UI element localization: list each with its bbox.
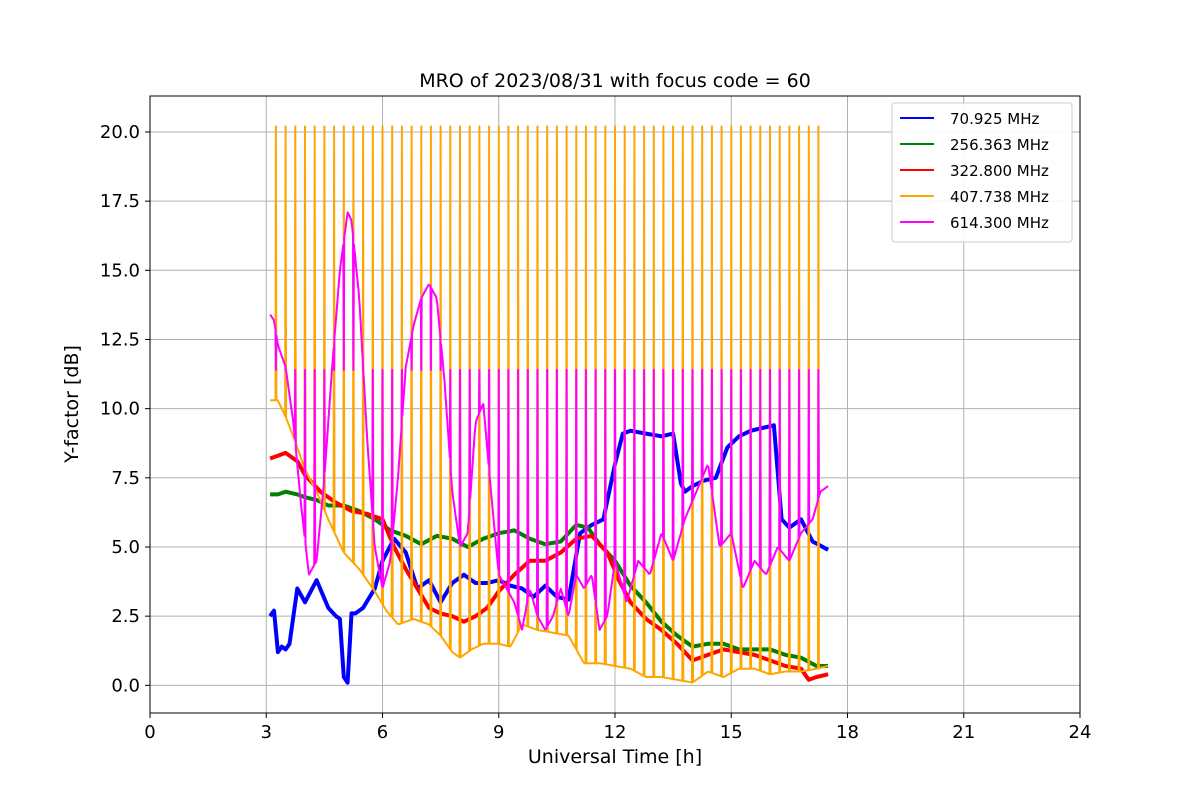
x-tick-label: 15 [720,722,743,743]
legend-label: 407.738 MHz [950,188,1049,206]
series-line-4 [270,125,829,684]
legend: 70.925 MHz 256.363 MHz 322.800 MHz 407.738 … [891,102,1073,243]
x-tick-label: 24 [1069,722,1092,743]
legend-box [891,102,1073,243]
y-axis-label: Y-factor [dB] [61,345,83,464]
chart-title: MRO of 2023/08/31 with focus code = 60 [419,70,811,92]
plot-lines [268,125,830,685]
x-tick-label: 12 [604,722,627,743]
legend-label: 70.925 MHz [950,110,1039,128]
y-tick-label: 10.0 [100,399,140,420]
y-tick-label: 17.5 [100,191,140,212]
legend-label: 614.300 MHz [950,214,1049,232]
y-tick-label: 20.0 [100,122,140,143]
y-tick-label: 15.0 [100,260,140,281]
y-tick-label: 2.5 [111,606,140,627]
axis-ticks: 0 3 6 9 12 15 18 21 24 0.0 2.5 5.0 7.5 10.0 12.5 15.0 17… [100,122,1092,743]
y-tick-label: 12.5 [100,329,140,350]
y-tick-label: 7.5 [111,468,140,489]
series-line-3 [269,450,829,682]
legend-label: 256.363 MHz [950,136,1049,154]
x-tick-label: 9 [493,722,504,743]
x-tick-label: 21 [952,722,975,743]
y-tick-label: 0.0 [111,675,140,696]
series-line-5 [269,211,829,631]
x-axis-label: Universal Time [h] [528,746,702,768]
series-line-1 [268,423,830,685]
x-tick-label: 0 [144,722,155,743]
y-tick-label: 5.0 [111,537,140,558]
x-tick-label: 18 [836,722,859,743]
x-tick-label: 6 [377,722,388,743]
x-tick-label: 3 [261,722,272,743]
legend-label: 322.800 MHz [950,162,1049,180]
